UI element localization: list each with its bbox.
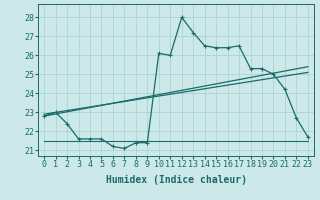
X-axis label: Humidex (Indice chaleur): Humidex (Indice chaleur)	[106, 175, 246, 185]
